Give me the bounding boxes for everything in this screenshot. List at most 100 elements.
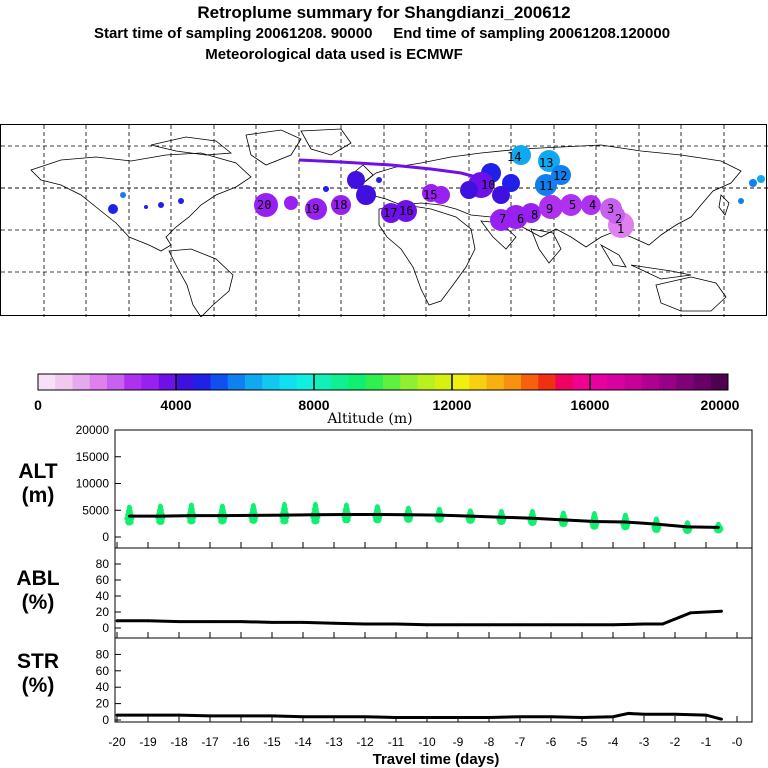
altitude-spread-dot <box>405 505 411 513</box>
altitude-spread-dot <box>653 516 660 524</box>
colorbar-swatch <box>89 374 108 390</box>
altitude-data-point <box>717 525 720 529</box>
plume-label-9: 9 <box>546 202 553 216</box>
altitude-spread-dot <box>715 521 722 529</box>
plume-label-18: 18 <box>333 198 347 212</box>
abl-series-line <box>117 609 722 627</box>
altitude-spread-dot <box>342 516 351 524</box>
y-tick-label: 40 <box>96 680 110 694</box>
altitude-data-point <box>407 513 410 517</box>
altitude-data-point <box>252 513 255 517</box>
altitude-spread-dot <box>682 525 693 533</box>
panels-frame <box>114 429 753 723</box>
colorbar-swatch <box>107 374 125 390</box>
altitude-data-point <box>438 513 441 517</box>
altitude-spread-dot <box>404 515 413 523</box>
str-data-point <box>611 715 615 719</box>
str-data-point <box>627 712 630 715</box>
str-data-point <box>363 715 367 719</box>
str-label-line2: (%) <box>22 674 55 697</box>
colorbar-swatch <box>176 374 194 390</box>
map-canvas: 14 13 12 11 10 9 8 7 6 5 4 3 2 1 20 19 1… <box>1 125 768 317</box>
abl-data-point <box>115 619 119 623</box>
x-tick-label: -15 <box>263 735 281 749</box>
colorbar-swatch <box>400 374 418 390</box>
x-tick-label: -18 <box>170 735 188 749</box>
altitude-data-point <box>159 514 162 518</box>
altitude-spread-dot <box>591 513 598 521</box>
plume-label-12: 12 <box>553 169 567 183</box>
y-tick-label: 0 <box>102 713 109 727</box>
colorbar-swatch <box>124 374 142 390</box>
altitude-spread-dot <box>653 518 660 526</box>
str-data-point <box>301 715 305 719</box>
altitude-spread-dot <box>435 511 444 519</box>
x-tick-label: -8 <box>484 735 495 749</box>
str-data-point <box>673 712 677 716</box>
altitude-series-line <box>129 513 719 529</box>
altitude-spread-dot <box>498 511 505 519</box>
colorbar-swatch <box>193 374 211 390</box>
x-tick-label: -7 <box>515 735 526 749</box>
y-tick-label: 10000 <box>76 477 110 491</box>
plume-labels: 14 13 12 11 10 9 8 7 6 5 4 3 2 1 20 19 1… <box>257 150 624 236</box>
abl-data-point <box>456 623 460 627</box>
altitude-spread-dot <box>498 508 504 516</box>
altitude-spread-dot <box>125 518 134 526</box>
altitude-spread-dot <box>684 521 691 529</box>
altitude-spread-dot <box>125 511 134 519</box>
x-tick-label: -3 <box>639 735 650 749</box>
colorbar-swatch <box>383 374 401 390</box>
colorbar-tick: 16000 <box>571 397 610 413</box>
altitude-data-point <box>283 513 286 517</box>
altitude-spread-dot <box>560 512 567 520</box>
altitude-spread-dot <box>219 507 226 515</box>
y-tick-label: 5000 <box>82 503 109 517</box>
str-data-point <box>720 717 723 721</box>
abl-data-point <box>239 620 243 623</box>
altitude-spread-dot <box>186 513 197 521</box>
plume-label-7: 7 <box>499 212 506 226</box>
altitude-spread-dot <box>467 510 474 518</box>
colorbar-swatch <box>538 374 556 390</box>
altitude-spread-dot <box>343 505 350 513</box>
colorbar-swatch <box>262 374 280 390</box>
plume-label-13: 13 <box>539 156 553 170</box>
abl-data-point <box>487 623 491 627</box>
altitude-spread-dot <box>652 521 661 529</box>
altitude-spread-dot <box>713 525 724 533</box>
altitude-panel: 0 5000 10000 15000 20000 <box>76 423 738 548</box>
colorbar-swatch <box>158 374 177 390</box>
abl-data-point <box>394 622 398 626</box>
plume-label-1: 1 <box>617 222 624 236</box>
altitude-spread-dot <box>528 513 537 521</box>
altitude-spread-dot <box>250 503 256 511</box>
y-tick-label: 20 <box>96 697 110 711</box>
altitude-spread-dot <box>560 510 567 518</box>
colorbar-swatch <box>365 374 384 390</box>
alt-label-line1: ALT <box>18 460 57 483</box>
plume-label-17: 17 <box>383 206 397 220</box>
altitude-spread-dot <box>312 505 319 513</box>
x-tick-label: -11 <box>388 735 405 749</box>
map-grid <box>1 125 768 317</box>
str-data-point <box>332 715 336 719</box>
y-tick-label: 80 <box>96 647 110 661</box>
abl-data-point <box>661 622 664 626</box>
x-tick-label: -9 <box>453 735 464 749</box>
colorbar-label: Altitude (m) <box>326 411 412 427</box>
y-tick-label: 60 <box>96 573 110 587</box>
colorbar-swatch <box>141 374 160 390</box>
colorbar-tick: 12000 <box>433 397 472 413</box>
altitude-spread-dot <box>155 514 166 522</box>
colorbar-swatch <box>38 374 56 390</box>
colorbar-swatch <box>572 374 591 390</box>
altitude-spread-dot <box>188 506 195 514</box>
altitude-spread-dot <box>497 517 506 525</box>
retroplume-map: 14 13 12 11 10 9 8 7 6 5 4 3 2 1 20 19 1… <box>0 124 768 317</box>
altitude-spread-dot <box>188 502 194 510</box>
altitude-spread-dot <box>218 510 227 518</box>
abl-label-line2: (%) <box>22 591 55 614</box>
altitude-spread-dot <box>591 511 598 519</box>
